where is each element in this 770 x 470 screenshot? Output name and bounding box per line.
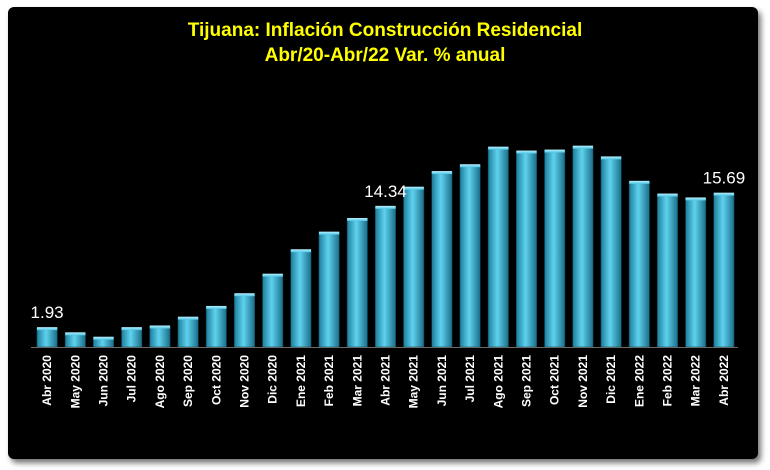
chart-title-line-1: Tijuana: Inflación Construcción Residenc…: [187, 20, 583, 41]
bar-cap: [290, 249, 312, 253]
bar-ene-2022: [628, 181, 650, 348]
x-tick-label: Ene 2022: [632, 355, 646, 407]
x-tick-label: Nov 2020: [238, 355, 252, 408]
x-tick-label: Dic 2020: [266, 355, 280, 404]
bar-cap: [403, 186, 424, 190]
x-tick-label: Dic 2021: [604, 355, 618, 404]
bar-cap: [572, 145, 594, 149]
x-tick-label: Sep 2020: [181, 355, 195, 407]
bar-series: [36, 145, 735, 348]
x-tick-label: Feb 2021: [322, 355, 336, 407]
bar-cap: [657, 193, 678, 197]
x-tick-label: Ago 2020: [153, 355, 167, 409]
bar-feb-2022: [657, 194, 678, 348]
bar-abr-2021: [375, 206, 396, 348]
x-tick-label: Ago 2021: [491, 355, 505, 409]
data-label: 1.93: [31, 303, 64, 322]
x-tick-label: Sep 2021: [520, 355, 534, 407]
bar-cap: [234, 293, 255, 297]
bar-ago-2021: [487, 147, 509, 348]
x-tick-label: Ene 2021: [294, 355, 308, 407]
bar-abr-2022: [713, 193, 735, 348]
bar-nov-2021: [572, 146, 594, 348]
bar-cap: [713, 192, 735, 196]
bar-cap: [121, 327, 142, 331]
x-tick-label: May 2021: [407, 355, 421, 409]
x-tick-label: Mar 2022: [689, 355, 703, 407]
bar-cap: [65, 332, 86, 336]
bar-sep-2021: [516, 151, 537, 348]
x-tick-label: Abr 2021: [379, 355, 393, 406]
bar-cap: [375, 205, 396, 209]
bar-ago-2020: [149, 326, 171, 348]
bar-cap: [347, 217, 368, 221]
bar-cap: [544, 149, 565, 153]
bar-dic-2020: [262, 274, 284, 348]
bar-cap: [149, 325, 171, 329]
bar-jul-2021: [459, 164, 481, 348]
x-tick-label: May 2020: [68, 355, 82, 409]
x-tick-label: Mar 2021: [350, 355, 364, 407]
bar-nov-2020: [234, 293, 255, 348]
bar-cap: [629, 180, 650, 184]
bar-may-2020: [64, 333, 86, 348]
bar-dic-2021: [600, 157, 622, 348]
x-tick-label: Jun 2021: [435, 355, 449, 407]
data-label: 14.34: [364, 182, 407, 201]
bar-mar-2021: [346, 218, 368, 348]
bar-ene-2021: [290, 249, 312, 348]
bar-cap: [93, 336, 114, 340]
data-label: 15.69: [703, 169, 746, 188]
bar-cap: [685, 197, 706, 201]
chart-title: Tijuana: Inflación Construcción Residenc…: [0, 18, 770, 68]
bar-cap: [206, 305, 227, 309]
bar-cap: [459, 164, 481, 168]
bar-cap: [177, 316, 199, 320]
x-tick-label: Oct 2021: [548, 355, 562, 405]
bar-oct-2021: [544, 150, 566, 348]
x-axis-tick-labels: Abr 2020 May 2020 Jun 2020 Jul 2020 Ago 2020…: [40, 355, 731, 409]
x-tick-label: Abr 2020: [40, 355, 54, 406]
bar-cap: [516, 150, 537, 154]
bar-jun-2021: [431, 171, 453, 348]
x-tick-label: Oct 2020: [209, 355, 223, 405]
chart-title-line-2: Abr/20-Abr/22 Var. % anual: [264, 45, 506, 66]
x-tick-label: Jul 2021: [463, 355, 477, 403]
bar-mar-2022: [685, 198, 707, 348]
data-labels: 1.93 14.34 15.69: [31, 169, 746, 322]
x-tick-label: Feb 2022: [661, 355, 675, 407]
bar-may-2021: [403, 187, 425, 348]
bar-feb-2021: [318, 232, 340, 348]
bar-cap: [318, 231, 340, 235]
x-tick-label: Nov 2021: [576, 355, 590, 408]
bar-jul-2020: [121, 327, 143, 348]
bar-oct-2020: [205, 306, 227, 348]
x-tick-label: Jul 2020: [125, 355, 139, 403]
bar-cap: [36, 327, 58, 331]
bar-cap: [600, 156, 622, 160]
bar-cap: [431, 171, 453, 175]
bar-cap: [488, 146, 509, 150]
bar-cap: [262, 273, 283, 277]
bar-sep-2020: [177, 317, 199, 348]
x-tick-label: Abr 2022: [717, 355, 731, 406]
x-tick-label: Jun 2020: [97, 355, 111, 407]
bar-abr-2020: [36, 327, 58, 348]
